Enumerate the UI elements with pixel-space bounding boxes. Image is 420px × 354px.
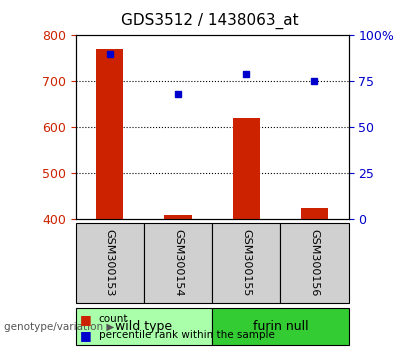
Text: GSM300155: GSM300155 [241,229,251,297]
Text: GSM300154: GSM300154 [173,229,183,297]
Bar [233,118,260,219]
Text: ■: ■ [80,313,92,326]
Text: furin null: furin null [252,320,308,333]
Text: percentile rank within the sample: percentile rank within the sample [99,330,275,340]
Text: ■: ■ [80,329,92,342]
Text: GSM300156: GSM300156 [310,229,320,297]
Bar [96,49,123,219]
Text: GSM300153: GSM300153 [105,229,115,297]
Bar [301,208,328,219]
Text: wild type: wild type [115,320,173,333]
Bar [164,215,192,219]
Text: GDS3512 / 1438063_at: GDS3512 / 1438063_at [121,12,299,29]
Text: genotype/variation ▶: genotype/variation ▶ [4,321,115,332]
Text: count: count [99,314,128,324]
